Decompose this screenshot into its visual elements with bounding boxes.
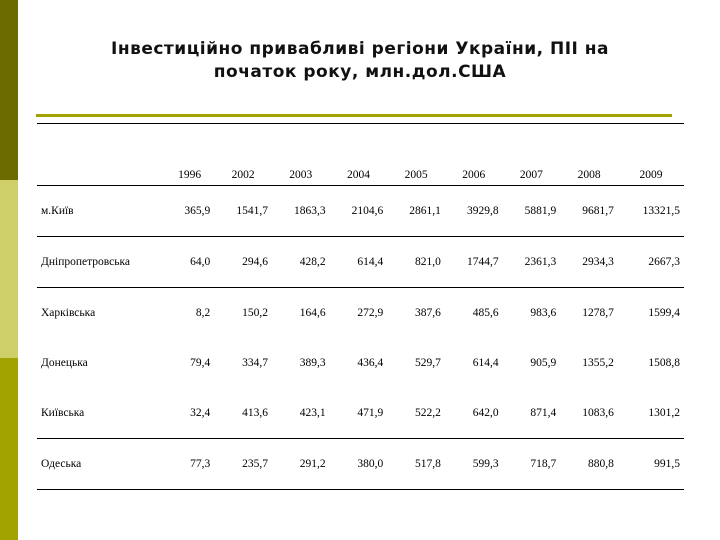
value-cell: 380,0 — [329, 438, 388, 490]
region-header-empty — [37, 123, 165, 186]
title-line-2: початок року, млн.дол.США — [213, 62, 507, 82]
region-name: Одеська — [37, 438, 165, 490]
value-cell: 1508,8 — [648, 357, 680, 369]
value-cell: 413,6 — [242, 407, 268, 419]
year-header: 2009 — [617, 123, 684, 186]
region-name: Київська — [41, 407, 85, 419]
table-row: Харківська 8,2 150,2 164,6 272,9 387,6 4… — [37, 287, 684, 338]
value-cell: 599,3 — [444, 438, 503, 490]
value-cell: 983,6 — [502, 287, 561, 338]
value-cell: 1083,6 — [582, 407, 614, 419]
year-header: 2006 — [444, 123, 503, 186]
sidebar-stripe-dark — [0, 0, 18, 180]
year-header: 2002 — [214, 123, 272, 186]
region-name: Дніпропетровська — [37, 236, 165, 288]
value-cell: 1355,2 — [582, 357, 614, 369]
region-name: Донецька — [41, 357, 88, 369]
value-cell: 2361,3 — [502, 236, 561, 288]
year-header: 2005 — [387, 123, 445, 186]
region-name: Харківська — [37, 287, 165, 338]
value-cell: 291,2 — [271, 438, 330, 490]
table-row: Київська 32,4 413,6 423,1 471,9 522,2 64… — [37, 388, 684, 439]
value-cell: 64,0 — [165, 236, 215, 288]
value-cell: 1541,7 — [236, 205, 268, 217]
value-cell: 991,5 — [617, 438, 684, 490]
value-cell: 387,6 — [387, 287, 445, 338]
table-row: Одеська 77,3 235,7 291,2 380,0 517,8 599… — [37, 438, 684, 490]
value-cell: 272,9 — [329, 287, 388, 338]
value-cell: 2861,1 — [409, 205, 441, 217]
investment-table: 1996 2002 2003 2004 2005 2006 2007 2008 … — [37, 123, 684, 490]
year-header: 2008 — [560, 123, 618, 186]
value-cell: 718,7 — [502, 438, 561, 490]
value-cell: 485,6 — [444, 287, 503, 338]
title-line-1: Інвестиційно привабливі регіони України,… — [111, 39, 609, 59]
value-cell: 471,9 — [357, 407, 384, 419]
sidebar-stripe-light — [0, 180, 18, 358]
value-cell: 389,3 — [299, 357, 326, 369]
value-cell: 821,0 — [387, 236, 445, 288]
title-divider — [36, 114, 672, 117]
value-cell: 79,4 — [190, 357, 211, 369]
value-cell: 423,1 — [299, 407, 326, 419]
year-header: 1996 — [165, 123, 215, 186]
value-cell: 164,6 — [271, 287, 330, 338]
slide-title: Інвестиційно привабливі регіони України,… — [40, 38, 680, 84]
value-cell: 32,4 — [190, 407, 211, 419]
value-cell: 871,4 — [530, 407, 557, 419]
value-cell: 13321,5 — [642, 205, 680, 217]
year-header: 2004 — [329, 123, 388, 186]
value-cell: 1301,2 — [648, 407, 680, 419]
value-cell: 614,4 — [472, 357, 499, 369]
value-cell: 428,2 — [271, 236, 330, 288]
value-cell: 2934,3 — [560, 236, 618, 288]
value-cell: 1744,7 — [444, 236, 503, 288]
value-cell: 517,8 — [387, 438, 445, 490]
value-cell: 614,4 — [329, 236, 388, 288]
value-cell: 5881,9 — [524, 205, 557, 217]
year-header: 2007 — [502, 123, 561, 186]
region-name: м.Київ — [41, 205, 74, 217]
value-cell: 235,7 — [214, 438, 272, 490]
value-cell: 334,7 — [242, 357, 268, 369]
table-row: м.Київ 365,9 1541,7 1863,3 2104,6 2861,1… — [37, 186, 684, 237]
table-row: Дніпропетровська 64,0 294,6 428,2 614,4 … — [37, 236, 684, 288]
value-cell: 150,2 — [214, 287, 272, 338]
value-cell: 9681,7 — [582, 205, 614, 217]
value-cell: 880,8 — [560, 438, 618, 490]
value-cell: 8,2 — [165, 287, 215, 338]
value-cell: 642,0 — [472, 407, 499, 419]
value-cell: 2667,3 — [617, 236, 684, 288]
value-cell: 294,6 — [214, 236, 272, 288]
year-header: 2003 — [271, 123, 330, 186]
value-cell: 365,9 — [184, 205, 211, 217]
value-cell: 522,2 — [415, 407, 441, 419]
value-cell: 436,4 — [357, 357, 384, 369]
table-header-row: 1996 2002 2003 2004 2005 2006 2007 2008 … — [37, 123, 684, 186]
value-cell: 3929,8 — [466, 205, 499, 217]
value-cell: 529,7 — [415, 357, 441, 369]
table-row: Донецька 79,4 334,7 389,3 436,4 529,7 61… — [37, 338, 684, 388]
value-cell: 1599,4 — [617, 287, 684, 338]
value-cell: 1278,7 — [560, 287, 618, 338]
value-cell: 1863,3 — [293, 205, 326, 217]
value-cell: 77,3 — [165, 438, 215, 490]
value-cell: 2104,6 — [351, 205, 384, 217]
value-cell: 905,9 — [530, 357, 557, 369]
sidebar-stripe-olive — [0, 358, 18, 540]
